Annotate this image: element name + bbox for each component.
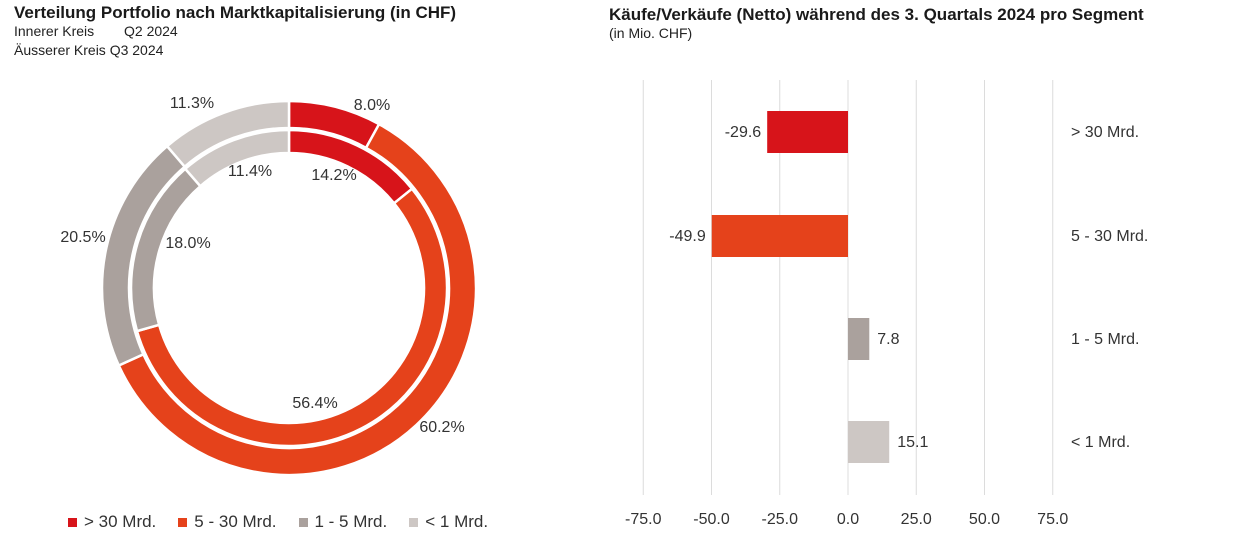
inner-ring-period: Q2 2024 (124, 23, 178, 39)
legend-label: > 30 Mrd. (84, 512, 157, 531)
legend-swatch (178, 517, 188, 527)
category-label: 1 - 5 Mrd. (1071, 331, 1139, 348)
legend-label: 1 - 5 Mrd. (314, 512, 388, 531)
legend-swatch (68, 517, 77, 527)
donut-chart: 14.2% 56.4% 18.0% 11.4% 8.0% 60.2% 20.5% 11.3% (60, 95, 478, 477)
bar (767, 111, 848, 153)
legend-item: 1 - 5 Mrd. (298, 512, 388, 532)
x-tick-label: 0.0 (837, 511, 859, 528)
x-tick-label: -25.0 (762, 511, 799, 528)
x-tick-label: 50.0 (969, 511, 1000, 528)
legend-label: < 1 Mrd. (425, 512, 489, 531)
inner-slice-label: 18.0% (165, 235, 210, 252)
bar-chart-title: Käufe/Verkäufe (Netto) während des 3. Qu… (609, 5, 1144, 24)
outer-slice-label: 60.2% (419, 419, 464, 436)
bar (848, 318, 870, 360)
outer-ring-slice (117, 122, 478, 477)
legend-item: < 1 Mrd. (409, 512, 488, 532)
outer-ring-label: Äusserer Kreis Q3 2024 (14, 42, 164, 58)
x-tick-label: -75.0 (625, 511, 662, 528)
legend-item: 5 - 30 Mrd. (178, 512, 277, 532)
outer-slice-label: 20.5% (60, 229, 105, 246)
outer-slice-label: 8.0% (354, 97, 390, 114)
category-label: 5 - 30 Mrd. (1071, 228, 1148, 245)
bar-value-label: -29.6 (725, 124, 762, 141)
bar-value-label: -49.9 (669, 228, 706, 245)
inner-ring-label: Innerer Kreis (14, 23, 95, 39)
outer-ring-slice (165, 99, 291, 169)
bar (848, 421, 890, 463)
donut-legend: > 30 Mrd. 5 - 30 Mrd. 1 - 5 Mrd. < 1 Mrd… (68, 512, 510, 532)
x-tick-label: -50.0 (693, 511, 730, 528)
donut-chart-title: Verteilung Portfolio nach Marktkapitalis… (14, 3, 457, 22)
legend-item: > 30 Mrd. (68, 512, 156, 532)
category-label: < 1 Mrd. (1071, 434, 1130, 451)
outer-slice-label: 11.3% (170, 95, 214, 112)
bar-value-label: 15.1 (897, 434, 928, 451)
inner-slice-label: 56.4% (292, 395, 337, 412)
inner-ring-slice (183, 128, 291, 188)
x-tick-label: 75.0 (1037, 511, 1068, 528)
bar-value-label: 7.8 (877, 331, 899, 348)
legend-swatch (298, 517, 308, 527)
legend-swatch (409, 517, 419, 527)
category-label: > 30 Mrd. (1071, 124, 1139, 141)
x-tick-label: 25.0 (901, 511, 932, 528)
legend-label: 5 - 30 Mrd. (194, 512, 277, 531)
bar (711, 215, 848, 257)
inner-slice-label: 11.4% (228, 163, 272, 180)
inner-slice-label: 14.2% (311, 167, 356, 184)
bar-chart-subtitle: (in Mio. CHF) (609, 25, 693, 41)
